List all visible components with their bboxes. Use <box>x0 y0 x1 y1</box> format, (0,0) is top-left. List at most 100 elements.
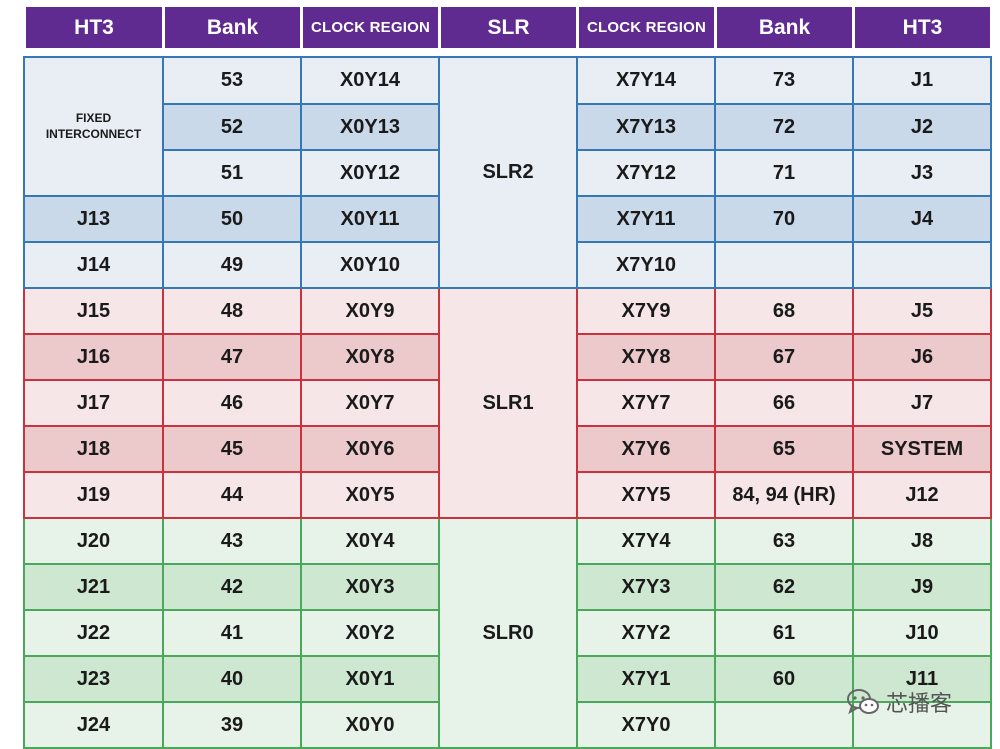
right-bank-cell: 70 <box>714 195 854 243</box>
left-clock-region-cell: X0Y7 <box>300 379 440 427</box>
left-bank-cell: 47 <box>162 333 302 381</box>
right-ht3-cell: J8 <box>852 517 992 565</box>
left-clock-region-cell: X0Y11 <box>300 195 440 243</box>
right-clock-region-cell: X7Y7 <box>576 379 716 427</box>
table-row: 51 X0Y12 X7Y12 71 J3 <box>24 149 992 197</box>
table-row: J13 50 X0Y11 X7Y11 70 J4 <box>23 195 992 243</box>
right-bank-cell <box>714 241 854 289</box>
header-row: HT3 Bank CLOCK REGION SLR CLOCK REGION B… <box>23 7 993 48</box>
right-clock-region-cell: X7Y6 <box>576 425 716 473</box>
right-bank-cell <box>714 701 854 749</box>
left-clock-region-cell: X0Y13 <box>300 103 440 151</box>
right-clock-region-cell: X7Y8 <box>576 333 716 381</box>
left-ht3-cell: J17 <box>23 379 164 427</box>
left-ht3-cell: J24 <box>23 701 164 749</box>
right-ht3-cell: J7 <box>852 379 992 427</box>
slr-bank-table: FIXED INTERCONNECT 53 X0Y14 SLR2 X7Y14 73… <box>23 56 992 749</box>
right-bank-cell: 62 <box>714 563 854 611</box>
right-ht3-cell: J2 <box>852 103 992 151</box>
table-row: J23 40 X0Y1 X7Y1 60 J11 <box>23 655 992 703</box>
right-ht3-cell <box>852 241 992 289</box>
right-ht3-cell: J6 <box>852 333 992 381</box>
right-bank-cell: 71 <box>714 149 854 197</box>
right-bank-cell: 72 <box>714 103 854 151</box>
left-clock-region-cell: X0Y12 <box>300 149 440 197</box>
slr1-label: SLR1 <box>438 287 578 519</box>
right-bank-cell: 63 <box>714 517 854 565</box>
right-ht3-cell: J12 <box>852 471 992 519</box>
table-row: FIXED INTERCONNECT 53 X0Y14 SLR2 X7Y14 73… <box>23 56 992 289</box>
right-clock-region-cell: X7Y13 <box>576 103 716 151</box>
header-bank-right: Bank <box>714 7 855 48</box>
left-bank-cell: 40 <box>162 655 302 703</box>
header-ht3-left: HT3 <box>23 7 165 48</box>
left-bank-cell: 48 <box>162 287 302 335</box>
left-bank-cell: 43 <box>162 517 302 565</box>
left-ht3-cell: J23 <box>23 655 164 703</box>
header-clock-region-right: CLOCK REGION <box>576 7 717 48</box>
right-ht3-cell: J1 <box>852 56 992 105</box>
left-clock-region-cell: X0Y6 <box>300 425 440 473</box>
left-ht3-cell: J15 <box>23 287 164 335</box>
left-bank-cell: 42 <box>162 563 302 611</box>
left-ht3-cell: J14 <box>23 241 164 289</box>
left-bank-cell: 52 <box>162 103 302 151</box>
table-row: J15 48 X0Y9 SLR1 X7Y9 68 J5 <box>23 287 992 519</box>
right-bank-cell: 84, 94 (HR) <box>714 471 854 519</box>
table-row: J17 46 X0Y7 X7Y7 66 J7 <box>23 379 992 427</box>
left-clock-region-cell: X0Y4 <box>300 517 440 565</box>
header-ht3-right: HT3 <box>852 7 993 48</box>
right-clock-region-cell: X7Y10 <box>576 241 716 289</box>
table-row: J18 45 X0Y6 X7Y6 65 SYSTEM <box>23 425 992 473</box>
left-bank-cell: 41 <box>162 609 302 657</box>
right-clock-region-cell: X7Y9 <box>576 287 716 335</box>
table-row: J19 44 X0Y5 X7Y5 84, 94 (HR) J12 <box>23 471 992 519</box>
right-clock-region-cell: X7Y0 <box>576 701 716 749</box>
header-bank-left: Bank <box>162 7 303 48</box>
slr0-label: SLR0 <box>438 517 578 749</box>
right-clock-region-cell: X7Y14 <box>576 56 716 105</box>
left-clock-region-cell: X0Y2 <box>300 609 440 657</box>
table-row: J20 43 X0Y4 SLR0 X7Y4 63 J8 <box>23 517 992 749</box>
right-bank-cell: 66 <box>714 379 854 427</box>
left-bank-cell: 39 <box>162 701 302 749</box>
left-clock-region-cell: X0Y0 <box>300 701 440 749</box>
left-clock-region-cell: X0Y8 <box>300 333 440 381</box>
right-clock-region-cell: X7Y1 <box>576 655 716 703</box>
left-ht3-cell: J13 <box>23 195 164 243</box>
right-ht3-cell <box>852 701 992 749</box>
left-bank-cell: 53 <box>162 56 302 105</box>
left-clock-region-cell: X0Y1 <box>300 655 440 703</box>
left-ht3-cell: J22 <box>23 609 164 657</box>
left-bank-cell: 50 <box>162 195 302 243</box>
table-header: HT3 Bank CLOCK REGION SLR CLOCK REGION B… <box>23 7 993 48</box>
header-slr: SLR <box>438 7 579 48</box>
right-clock-region-cell: X7Y3 <box>576 563 716 611</box>
left-clock-region-cell: X0Y14 <box>300 56 440 105</box>
fixed-label-line2: INTERCONNECT <box>45 127 142 141</box>
left-clock-region-cell: X0Y5 <box>300 471 440 519</box>
left-bank-cell: 49 <box>162 241 302 289</box>
fixed-label-line1: FIXED <box>75 111 112 125</box>
left-ht3-cell: J21 <box>23 563 164 611</box>
left-ht3-cell: J19 <box>23 471 164 519</box>
left-clock-region-cell: X0Y3 <box>300 563 440 611</box>
right-ht3-cell: J11 <box>852 655 992 703</box>
right-ht3-cell: J3 <box>852 149 992 197</box>
table-row: J16 47 X0Y8 X7Y8 67 J6 <box>23 333 992 381</box>
fixed-interconnect-cell: FIXED INTERCONNECT <box>23 56 164 197</box>
right-clock-region-cell: X7Y11 <box>576 195 716 243</box>
left-bank-cell: 44 <box>162 471 302 519</box>
right-clock-region-cell: X7Y4 <box>576 517 716 565</box>
left-clock-region-cell: X0Y9 <box>300 287 440 335</box>
right-ht3-cell: J10 <box>852 609 992 657</box>
right-ht3-cell: SYSTEM <box>852 425 992 473</box>
left-ht3-cell: J20 <box>23 517 164 565</box>
left-bank-cell: 46 <box>162 379 302 427</box>
header-clock-region-left: CLOCK REGION <box>300 7 441 48</box>
right-bank-cell: 68 <box>714 287 854 335</box>
table-row: J21 42 X0Y3 X7Y3 62 J9 <box>23 563 992 611</box>
right-ht3-cell: J5 <box>852 287 992 335</box>
slr2-label: SLR2 <box>438 56 578 289</box>
right-bank-cell: 65 <box>714 425 854 473</box>
